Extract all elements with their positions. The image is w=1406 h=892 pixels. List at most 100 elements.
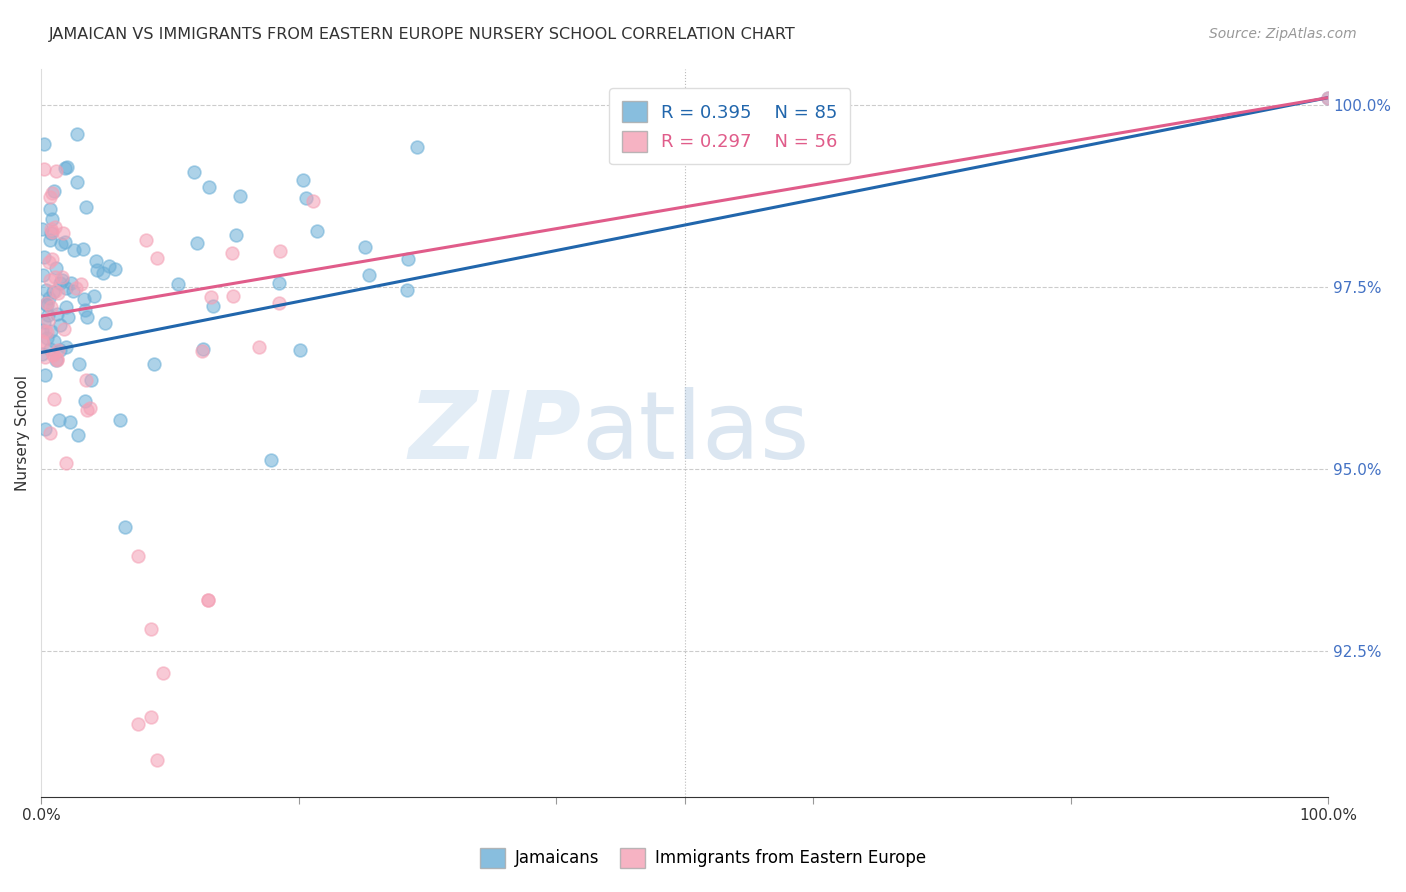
Point: [32, 136, 55, 151]
Legend: R = 0.395    N = 85, R = 0.297    N = 56: R = 0.395 N = 85, R = 0.297 N = 56: [609, 88, 851, 164]
Point: [108, 413, 131, 427]
Point: [200, 290, 222, 304]
Point: [191, 343, 214, 358]
Point: [114, 520, 136, 534]
Point: [41, 347, 63, 361]
Point: [31, 334, 53, 348]
Point: [53, 161, 76, 175]
Point: [91, 266, 114, 280]
Point: [38, 292, 60, 306]
Point: [51, 273, 73, 287]
Point: [73, 292, 96, 306]
Point: [55, 281, 77, 295]
Point: [34, 350, 56, 364]
Text: atlas: atlas: [582, 386, 810, 479]
Point: [98, 259, 121, 273]
Point: [39, 273, 62, 287]
Point: [56, 310, 79, 324]
Point: [267, 295, 290, 310]
Point: [269, 244, 291, 259]
Point: [146, 251, 169, 265]
Point: [63, 243, 86, 257]
Point: [221, 245, 243, 260]
Point: [42, 285, 65, 299]
Point: [51, 237, 73, 252]
Point: [229, 188, 252, 202]
Point: [260, 453, 283, 467]
Point: [53, 235, 76, 250]
Legend: Jamaicans, Immigrants from Eastern Europe: Jamaicans, Immigrants from Eastern Europ…: [474, 841, 932, 875]
Point: [48, 318, 70, 332]
Point: [39, 342, 62, 356]
Point: [41, 252, 63, 266]
Point: [39, 233, 62, 247]
Point: [152, 665, 174, 680]
Point: [35, 297, 58, 311]
Text: Source: ZipAtlas.com: Source: ZipAtlas.com: [1209, 27, 1357, 41]
Point: [143, 357, 166, 371]
Point: [34, 422, 56, 436]
Point: [55, 456, 77, 470]
Point: [39, 190, 62, 204]
Point: [53, 322, 76, 336]
Point: [39, 202, 62, 217]
Point: [35, 331, 58, 345]
Point: [41, 211, 63, 226]
Point: [35, 298, 58, 312]
Point: [72, 242, 94, 256]
Point: [49, 343, 72, 358]
Point: [45, 352, 67, 367]
Point: [139, 709, 162, 723]
Point: [104, 262, 127, 277]
Point: [183, 164, 205, 178]
Point: [32, 268, 55, 283]
Point: [75, 200, 97, 214]
Point: [44, 270, 66, 285]
Point: [62, 284, 84, 298]
Point: [202, 299, 225, 313]
Point: [48, 413, 70, 427]
Point: [55, 340, 77, 354]
Point: [1317, 90, 1340, 104]
Point: [1317, 90, 1340, 104]
Point: [32, 336, 55, 351]
Point: [294, 191, 316, 205]
Point: [307, 224, 329, 238]
Point: [83, 289, 105, 303]
Point: [34, 324, 56, 338]
Point: [75, 393, 97, 408]
Text: JAMAICAN VS IMMIGRANTS FROM EASTERN EUROPE NURSERY SCHOOL CORRELATION CHART: JAMAICAN VS IMMIGRANTS FROM EASTERN EURO…: [49, 27, 796, 42]
Point: [31, 221, 53, 235]
Point: [39, 222, 62, 236]
Point: [45, 352, 67, 367]
Point: [84, 253, 107, 268]
Point: [59, 415, 82, 429]
Point: [41, 186, 63, 201]
Point: [32, 161, 55, 176]
Point: [79, 401, 101, 416]
Point: [76, 310, 98, 325]
Point: [66, 127, 89, 141]
Point: [42, 392, 65, 406]
Point: [225, 227, 247, 242]
Point: [396, 252, 419, 266]
Point: [44, 163, 66, 178]
Point: [44, 220, 66, 235]
Point: [42, 347, 65, 361]
Point: [405, 140, 427, 154]
Point: [353, 239, 375, 253]
Point: [42, 184, 65, 198]
Y-axis label: Nursery School: Nursery School: [15, 375, 30, 491]
Point: [55, 300, 77, 314]
Point: [37, 314, 59, 328]
Point: [75, 373, 97, 387]
Point: [127, 717, 149, 731]
Point: [357, 268, 380, 282]
Point: [37, 296, 59, 310]
Point: [39, 324, 62, 338]
Point: [198, 179, 221, 194]
Point: [86, 263, 108, 277]
Point: [32, 251, 55, 265]
Point: [44, 285, 66, 299]
Point: [94, 316, 117, 330]
